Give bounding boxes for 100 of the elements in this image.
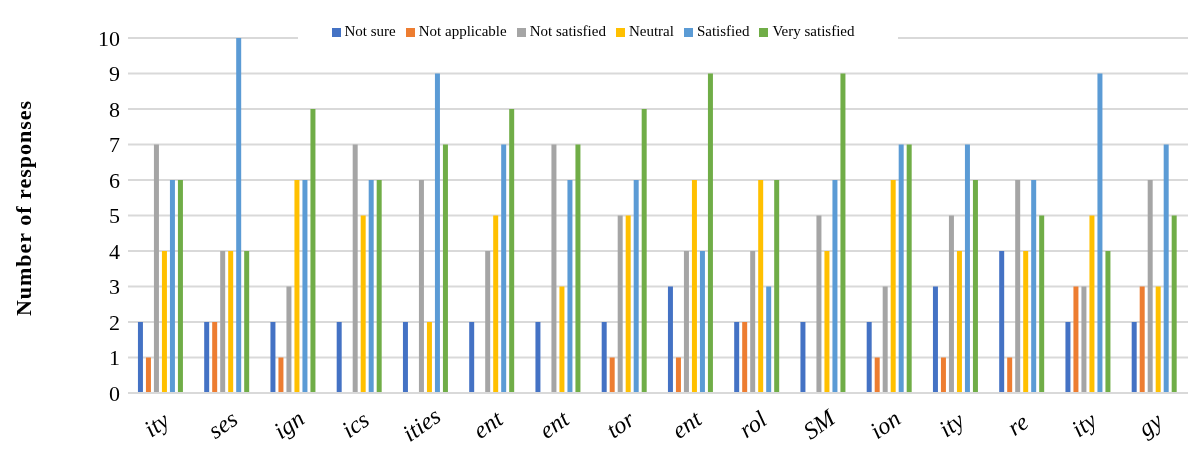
bar [177,180,183,393]
bar [906,144,912,393]
bar [501,144,507,393]
x-tick-label: ity [1066,406,1102,442]
bar [1105,251,1111,393]
bar [882,286,888,393]
bar [1147,180,1153,393]
bar [675,357,681,393]
y-tick-label: 0 [109,380,120,406]
bar [244,251,250,393]
bar [742,322,748,393]
x-tick-label: re [1002,408,1034,441]
bar [567,180,573,393]
bar [1139,286,1145,393]
y-tick-label: 10 [98,25,120,51]
bar [940,357,946,393]
bar [559,286,565,393]
bar [204,322,210,393]
bar [145,357,151,393]
x-tick-label: ity [934,406,970,442]
bar [932,286,938,393]
y-tick-label: 5 [109,203,120,229]
bar [683,251,689,393]
bar [302,180,308,393]
x-tick-label: SM [798,403,842,445]
x-tick-label: ses [203,405,243,444]
bar [601,322,607,393]
bar [485,251,491,393]
y-tick-label: 9 [109,61,120,87]
bar [874,357,880,393]
bar [972,180,978,393]
y-tick-label: 2 [109,309,120,335]
bar [956,251,962,393]
bar [824,251,830,393]
x-tick-label: rol [734,405,772,443]
bar [551,144,557,393]
bar [625,215,631,393]
bar [734,322,740,393]
legend-label: Neutral [628,23,674,39]
bar [617,215,623,393]
bar [667,286,673,393]
bar [286,286,292,393]
bar [609,357,615,393]
x-tick-label: ign [269,405,310,444]
bar [1155,286,1161,393]
bar [376,180,382,393]
bar [774,180,780,393]
bar [169,180,175,393]
bar [535,322,541,393]
bar [294,180,300,393]
bar [1163,144,1169,393]
bar [493,215,499,393]
bar [758,180,764,393]
x-tick-label: ion [865,405,906,444]
bar [707,73,713,393]
x-tick-label: ics [336,406,374,443]
bar [368,180,374,393]
bar [898,144,904,393]
bar [1023,251,1029,393]
y-tick-label: 8 [109,96,120,122]
bar [641,109,647,393]
y-tick-label: 4 [109,238,120,264]
bar [948,215,954,393]
bar [336,322,342,393]
bar [220,251,226,393]
bar [699,251,705,393]
bar [1015,180,1021,393]
bar [1097,73,1103,393]
bar [352,144,358,393]
bar [310,109,316,393]
bar [212,322,218,393]
bar [964,144,970,393]
x-tick-label: ity [139,406,175,442]
legend-label: Not sure [344,23,396,39]
y-tick-label: 7 [109,132,120,158]
bar [840,73,846,393]
bar [766,286,772,393]
bar [434,73,440,393]
legend-label: Not applicable [418,23,507,39]
y-tick-label: 1 [109,345,120,371]
bar [270,322,276,393]
bar [153,144,159,393]
bar [1089,215,1095,393]
bar [1039,215,1045,393]
bar [426,322,432,393]
bar [228,251,234,393]
bar [800,322,806,393]
bar [691,180,697,393]
legend-label: Very satisfied [772,23,855,39]
legend-label: Satisfied [696,23,750,39]
bar [1073,286,1079,393]
bar [469,322,475,393]
bar [866,322,872,393]
bar [1065,322,1071,393]
y-axis-title: Number of responses [11,99,37,317]
bar [418,180,424,393]
bar [137,322,143,393]
bar [360,215,366,393]
x-tick-label: ent [468,404,509,444]
bar [633,180,639,393]
